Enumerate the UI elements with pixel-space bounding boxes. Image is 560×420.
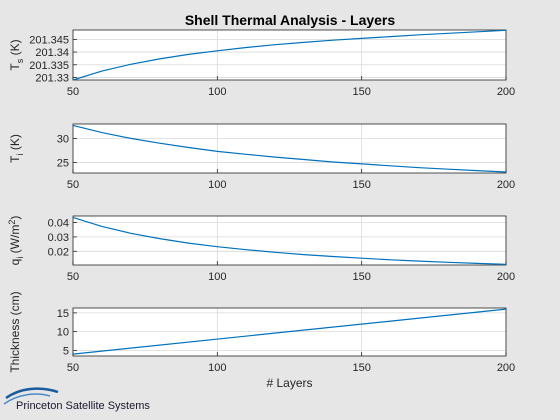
y-tick-label: 201.33 <box>35 72 69 84</box>
series-line <box>72 216 507 265</box>
subplot-2: 50 100 150 200 25 30 Ti (K) <box>8 123 515 191</box>
x-tick-label: 150 <box>352 271 370 283</box>
y-tick-label: 15 <box>57 308 69 320</box>
x-tick-label: 100 <box>208 271 226 283</box>
y-tick-label: 201.34 <box>35 47 69 59</box>
x-axis-label: # Layers <box>266 376 312 390</box>
y-tick-label: 0.04 <box>48 217 69 229</box>
x-tick-label: 150 <box>352 362 370 374</box>
x-tick-label: 100 <box>208 86 226 98</box>
x-tick-label: 150 <box>352 179 370 191</box>
plot-area <box>73 124 506 173</box>
x-tick-label: 100 <box>208 362 226 374</box>
logo-swoosh-icon <box>5 387 59 400</box>
y-tick-label: 0.02 <box>48 246 69 258</box>
y-axis-label: Ts (K) <box>8 39 25 70</box>
series-line <box>72 29 507 81</box>
y-tick-label: 201.345 <box>29 34 69 46</box>
x-tick-label: 200 <box>497 179 515 191</box>
x-tick-label: 200 <box>497 86 515 98</box>
y-tick-label: 201.335 <box>29 60 69 72</box>
x-tick-label: 100 <box>208 179 226 191</box>
y-tick-label: 30 <box>57 133 69 145</box>
x-tick-label: 200 <box>497 271 515 283</box>
logo-swoosh-icon <box>3 393 51 405</box>
x-tick-label: 50 <box>67 362 79 374</box>
logo-text: Princeton Satellite Systems <box>16 400 150 412</box>
x-tick-label: 200 <box>497 362 515 374</box>
x-tick-label: 50 <box>67 271 79 283</box>
subplot-4: 50 100 150 200 5 10 15 Thickness (cm) # Layers <box>8 291 515 390</box>
axes-frame <box>72 123 507 174</box>
y-axis-label: qi (W/m2) <box>7 216 25 266</box>
y-axis-label: Ti (K) <box>8 134 25 163</box>
axes-frame <box>72 29 507 81</box>
axes-frame <box>72 215 507 266</box>
series-line <box>72 308 507 355</box>
x-tick-label: 50 <box>67 86 79 98</box>
chart-title: Shell Thermal Analysis - Layers <box>185 12 396 28</box>
y-tick-label: 10 <box>57 327 69 339</box>
y-tick-label: 0.03 <box>48 232 69 244</box>
series-line <box>72 124 507 173</box>
x-tick-label: 50 <box>67 179 79 191</box>
logo <box>3 387 59 405</box>
plot-area <box>73 216 506 265</box>
x-tick-label: 150 <box>352 86 370 98</box>
y-tick-label: 5 <box>63 345 69 357</box>
y-tick-label: 25 <box>57 157 69 169</box>
subplot-3: 50 100 150 200 0.02 0.03 0.04 qi (W/m2) <box>7 215 515 283</box>
plot-area <box>73 30 506 80</box>
y-axis-label: Thickness (cm) <box>8 291 22 372</box>
